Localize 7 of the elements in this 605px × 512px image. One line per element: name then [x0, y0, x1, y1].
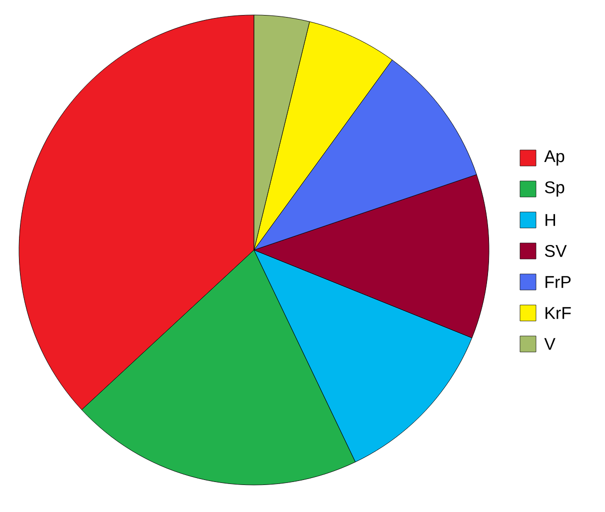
legend-label: H — [546, 214, 556, 226]
legend-label: Sp — [544, 181, 564, 197]
legend-label: KrF — [546, 307, 571, 319]
legend-label: Ap — [544, 150, 564, 166]
legend-label: V — [544, 338, 556, 350]
legend-label: SV — [544, 244, 567, 257]
legend-label: FrP — [546, 276, 571, 288]
